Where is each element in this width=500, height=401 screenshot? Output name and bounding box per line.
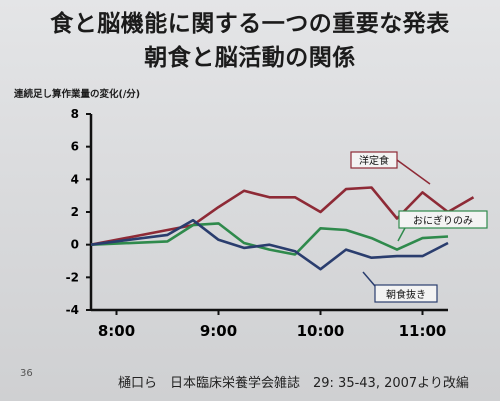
legend-box [374, 284, 438, 303]
slide-number: 36 [20, 368, 33, 379]
y-tick-label: 4 [71, 172, 79, 186]
x-tick-label: 11:00 [399, 322, 447, 340]
legend-box [398, 210, 488, 229]
legend-label: 洋定食 [359, 154, 389, 167]
x-tick-label: 8:00 [98, 322, 135, 340]
y-tick-label: 0 [71, 238, 79, 252]
legend-leader-line [396, 159, 431, 185]
series-line [90, 222, 449, 256]
y-tick-label: 6 [71, 140, 79, 154]
legend-leader-line [362, 271, 376, 287]
legend-label: 朝食抜き [386, 288, 426, 301]
citation: 樋口ら 日本臨床栄養学会雑誌 29: 35-43, 2007より改編 [118, 376, 469, 391]
slide-title: 食と脳機能に関する一つの重要な発表 [50, 11, 450, 37]
legend-box [350, 151, 398, 169]
y-tick-label: 2 [71, 205, 79, 219]
x-tick-label: 10:00 [297, 322, 345, 340]
y-tick-label: -4 [66, 303, 79, 317]
y-tick-label: -2 [66, 270, 79, 284]
y-axis-label: 連続足し算作業量の変化(/分) [14, 89, 141, 100]
legend-label: おにぎりのみ [413, 214, 473, 227]
y-tick-label: 8 [71, 107, 79, 121]
x-tick-label: 9:00 [200, 322, 237, 340]
slide-subtitle: 朝食と脳活動の関係 [144, 45, 356, 71]
series-line [90, 218, 449, 271]
legend-leader-line [397, 227, 406, 242]
